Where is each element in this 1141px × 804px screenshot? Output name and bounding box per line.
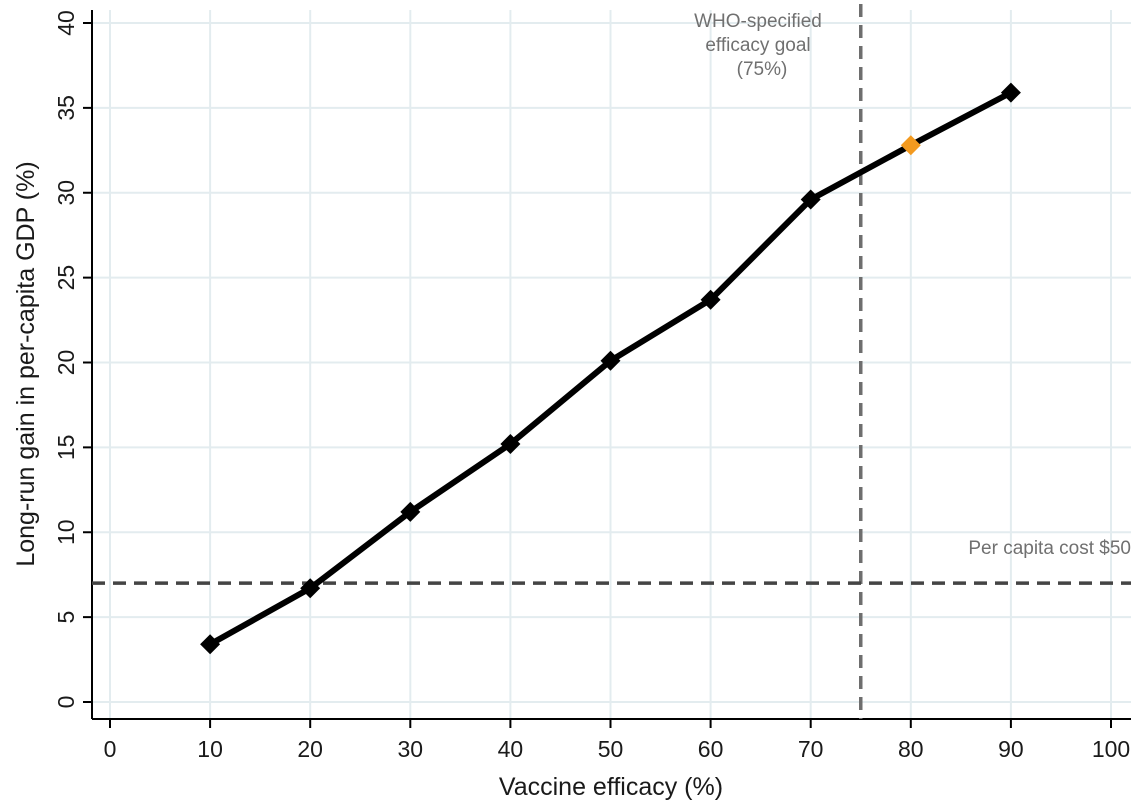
- y-tick-label: 20: [53, 350, 79, 376]
- x-tick-label: 80: [898, 736, 924, 762]
- x-tick-label: 70: [798, 736, 824, 762]
- y-tick-label: 30: [53, 180, 79, 206]
- y-tick-label: 10: [53, 519, 79, 545]
- data-point: [1000, 82, 1021, 103]
- x-tick-label: 90: [998, 736, 1024, 762]
- x-axis-title: Vaccine efficacy (%): [499, 773, 723, 801]
- y-tick-label: 0: [53, 696, 79, 709]
- horizontal-reference-label: Per capita cost $50: [968, 538, 1131, 559]
- y-tick-label: 40: [53, 10, 79, 36]
- data-point: [600, 350, 621, 371]
- data-series: [200, 82, 1021, 655]
- x-tick-label: 40: [498, 736, 524, 762]
- x-tick-label: 20: [297, 736, 323, 762]
- x-ticks: 0 10 20 30 40 50 60 70 80 90 100: [104, 719, 1130, 762]
- y-tick-label: 25: [53, 265, 79, 291]
- y-ticks: 0 5 10 15 20 25 30 35 40: [53, 10, 92, 708]
- x-tick-label: 100: [1092, 736, 1130, 762]
- highlighted-data-point: [900, 135, 921, 156]
- grid-lines: [92, 10, 1131, 719]
- data-point: [300, 578, 321, 599]
- data-point: [200, 634, 221, 655]
- x-tick-label: 10: [197, 736, 223, 762]
- y-tick-label: 5: [53, 611, 79, 624]
- reference-lines: WHO-specified efficacy goal (75%) Per capit…: [92, 4, 1131, 719]
- y-tick-label: 35: [53, 95, 79, 121]
- x-tick-label: 60: [698, 736, 724, 762]
- data-point: [400, 501, 421, 522]
- y-tick-label: 15: [53, 435, 79, 461]
- x-tick-label: 30: [398, 736, 424, 762]
- vertical-reference-label: WHO-specified: [694, 11, 822, 32]
- vertical-reference-label: efficacy goal: [705, 35, 810, 56]
- vertical-reference-label: (75%): [737, 59, 788, 80]
- x-tick-label: 50: [598, 736, 624, 762]
- y-axis-title: Long-run gain in per-capita GDP (%): [12, 161, 40, 566]
- data-point: [700, 289, 721, 310]
- x-tick-label: 0: [104, 736, 117, 762]
- data-point: [800, 189, 821, 210]
- data-point: [500, 433, 521, 454]
